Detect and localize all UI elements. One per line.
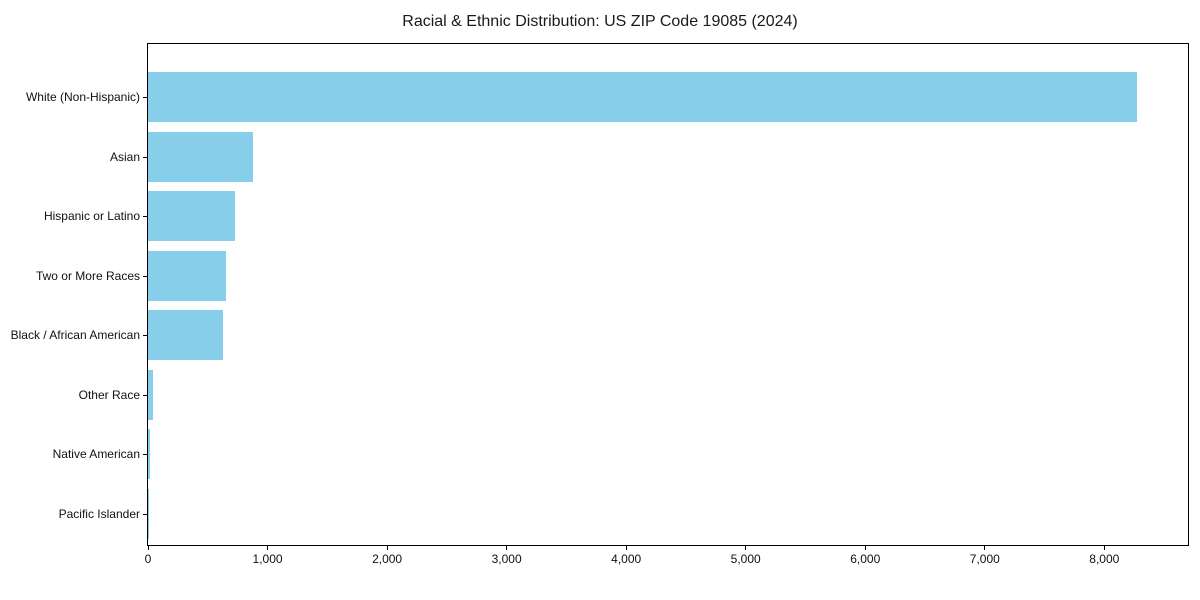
x-tick-mark <box>386 546 388 550</box>
x-tick-label: 2,000 <box>372 552 403 566</box>
y-tick-label: Pacific Islander <box>58 506 140 521</box>
y-tick-mark <box>143 156 147 158</box>
x-tick-label: 4,000 <box>611 552 642 566</box>
y-tick-mark <box>143 394 147 396</box>
plot-area <box>147 43 1189 546</box>
bar <box>148 191 236 241</box>
bar <box>148 429 150 479</box>
bar <box>148 488 149 539</box>
x-tick-label: 8,000 <box>1089 552 1120 566</box>
x-tick-mark <box>625 546 627 550</box>
bar <box>148 72 1137 122</box>
y-tick-label: Other Race <box>78 387 140 402</box>
x-tick-label: 1,000 <box>252 552 283 566</box>
y-tick-label: Hispanic or Latino <box>43 209 140 223</box>
bar <box>148 369 153 420</box>
y-tick-mark <box>143 275 147 277</box>
x-tick-mark <box>267 546 269 550</box>
x-tick-label: 7,000 <box>969 552 1000 566</box>
x-tick-mark <box>1103 546 1105 550</box>
x-tick-mark <box>984 546 986 550</box>
y-tick-mark <box>143 216 147 217</box>
x-tick-label: 0 <box>144 552 152 566</box>
y-tick-label: White (Non-Hispanic) <box>25 90 140 104</box>
x-tick-mark <box>745 546 747 550</box>
y-tick-label: Two or More Races <box>35 268 140 283</box>
bar <box>148 250 226 301</box>
x-tick-label: 6,000 <box>850 552 881 566</box>
y-tick-label: Asian <box>109 149 140 164</box>
bar <box>148 131 254 182</box>
y-tick-mark <box>143 335 147 336</box>
x-tick-mark <box>864 546 866 550</box>
x-tick-label: 3,000 <box>491 552 522 566</box>
y-tick-label: Black / African American <box>10 328 140 342</box>
x-tick-label: 5,000 <box>730 552 761 566</box>
bar <box>148 310 224 360</box>
y-tick-mark <box>143 454 147 455</box>
x-tick-mark <box>147 546 149 550</box>
y-tick-mark <box>143 513 147 515</box>
chart-title: Racial & Ethnic Distribution: US ZIP Cod… <box>402 13 798 30</box>
y-tick-label: Native American <box>52 447 140 461</box>
x-tick-mark <box>506 546 508 550</box>
y-tick-mark <box>143 97 147 98</box>
